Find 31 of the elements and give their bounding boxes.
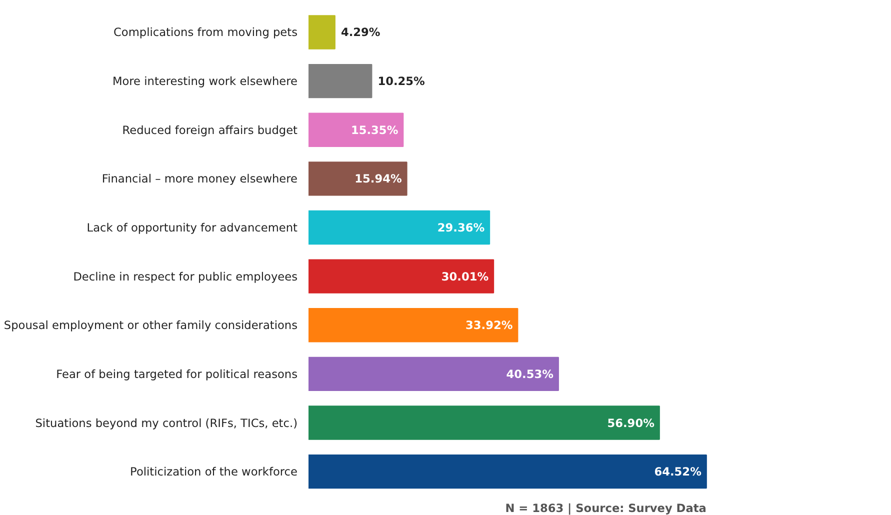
data-label: 40.53% — [506, 366, 554, 381]
text: N = 1863 | Source: Survey Data — [505, 501, 706, 515]
y-tick-label: More interesting work elsewhere — [112, 74, 298, 88]
data-label: 15.94% — [354, 172, 402, 186]
data-label: 15.35% — [350, 122, 398, 137]
data-label: 4.29% — [340, 25, 380, 40]
bar — [308, 356, 559, 392]
data-label: 29.36% — [437, 220, 485, 234]
bar — [308, 112, 404, 147]
bar — [308, 308, 518, 342]
y-tick-label: Lack of opportunity for advancement — [86, 220, 298, 234]
y-tick-label: Decline in respect for public employees — [73, 269, 298, 284]
bar — [308, 162, 408, 196]
y-tick-label: Reduced foreign affairs budget — [122, 122, 298, 137]
data-label: 56.90% — [607, 416, 654, 430]
bar — [308, 210, 490, 245]
bar — [308, 64, 372, 98]
y-tick-label: Financial – more money elsewhere — [102, 172, 298, 186]
data-label: 30.01% — [441, 269, 489, 284]
bar — [308, 454, 707, 489]
y-tick-label: Spousal employment or other family considerations — [4, 318, 298, 332]
bar — [308, 15, 336, 50]
data-label: 10.25% — [378, 74, 425, 88]
y-tick-label: Complications from moving pets — [114, 25, 298, 40]
data-label: 64.52% — [654, 464, 702, 479]
y-tick-label: Fear of being targeted for political reasons — [56, 366, 298, 381]
y-tick-label: Politicization of the workforce — [130, 464, 298, 479]
y-tick-label: Situations beyond my control (RIFs, TICs, etc.) — [35, 416, 298, 430]
data-label: 33.92% — [466, 318, 513, 332]
bar — [308, 406, 660, 440]
bar — [308, 259, 494, 294]
